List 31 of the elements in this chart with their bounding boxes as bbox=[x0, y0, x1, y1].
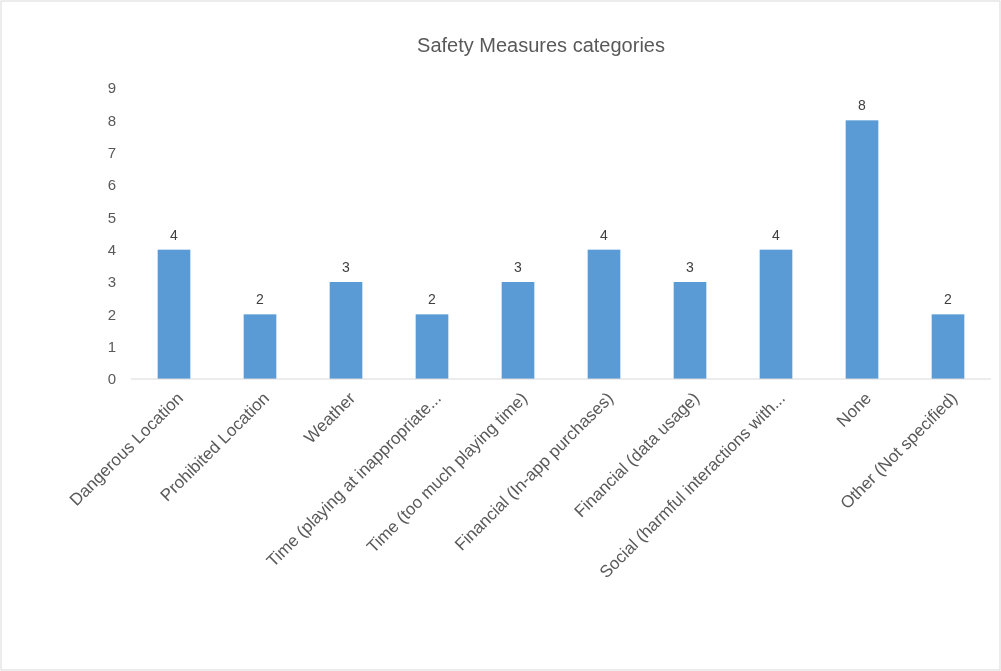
bar bbox=[673, 282, 707, 379]
data-label: 3 bbox=[686, 259, 695, 275]
data-label: 4 bbox=[600, 226, 609, 243]
y-tick-label: 5 bbox=[107, 208, 116, 226]
data-label: 2 bbox=[944, 291, 953, 308]
bar bbox=[759, 249, 793, 379]
y-tick-label: 9 bbox=[107, 79, 116, 97]
data-label: 3 bbox=[342, 259, 351, 275]
y-tick-label: 7 bbox=[107, 143, 116, 161]
y-tick-label: 0 bbox=[107, 370, 116, 388]
bar bbox=[157, 249, 191, 379]
chart-title: Safety Measures categories bbox=[417, 34, 665, 56]
data-label: 4 bbox=[170, 226, 179, 243]
data-label: 2 bbox=[256, 291, 265, 308]
y-tick-label: 1 bbox=[107, 337, 116, 355]
y-tick-label: 2 bbox=[107, 305, 116, 323]
bar bbox=[415, 314, 449, 379]
data-label: 2 bbox=[428, 291, 437, 308]
y-tick-label: 8 bbox=[107, 111, 116, 129]
bar bbox=[329, 282, 363, 379]
data-label: 4 bbox=[772, 226, 781, 243]
bar bbox=[845, 120, 879, 379]
y-tick-label: 4 bbox=[107, 240, 116, 258]
y-tick-label: 6 bbox=[107, 176, 116, 194]
bar bbox=[243, 314, 277, 379]
bar bbox=[587, 249, 621, 379]
y-tick-label: 3 bbox=[107, 273, 116, 291]
data-label: 8 bbox=[858, 97, 867, 114]
bar bbox=[931, 314, 965, 379]
bar bbox=[501, 282, 535, 379]
data-label: 3 bbox=[514, 259, 523, 275]
